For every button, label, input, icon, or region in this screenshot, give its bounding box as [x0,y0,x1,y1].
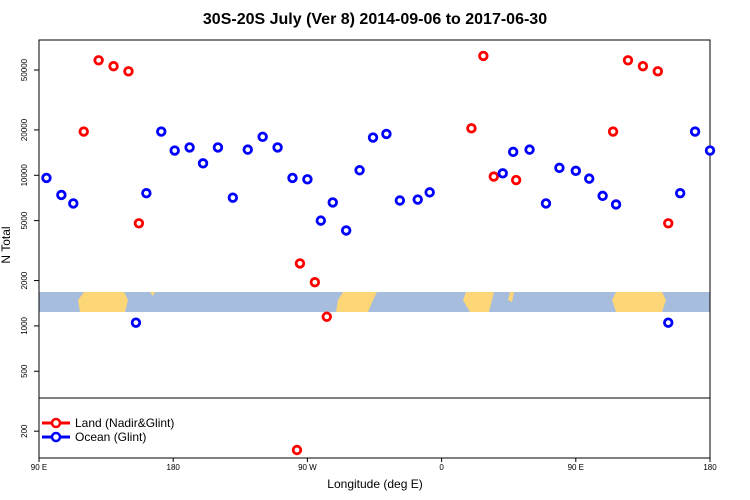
ocean-point [257,131,268,143]
ocean-point [689,126,701,137]
ocean-point [302,174,313,185]
x-tick-label: 90 W [298,463,317,472]
land-mass [508,292,514,302]
ocean-point [41,172,52,184]
ocean-point [340,225,352,236]
ocean-point [354,165,365,176]
ocean-point [169,145,180,156]
ocean-point [184,142,195,153]
y-tick-label: 50000 [20,58,29,81]
y-tick-label: 2000 [20,271,29,289]
ocean-point [597,190,608,202]
ocean-point [524,144,535,155]
land-point [321,311,332,322]
legend-ocean-label: Ocean (Glint) [75,430,146,444]
legend: Land (Nadir&Glint) Ocean (Glint) [42,416,174,444]
ocean-point [554,162,565,174]
land-mass [150,292,155,296]
y-axis: 200 500 1000 2000 5000 10000 20000 50000 [20,58,39,438]
legend-ocean-marker [50,431,62,443]
x-tick-label: 90 E [31,463,47,472]
land-point [294,258,306,269]
land-mass [612,292,666,312]
y-axis-label: N Total [0,226,13,263]
ocean-point [130,317,142,328]
land-mass [463,292,494,312]
plot-frame [38,39,711,459]
ocean-point [497,168,508,179]
land-point [607,126,619,137]
x-tick-label: 180 [703,463,717,472]
ocean-point [381,128,392,140]
land-mass [78,292,128,312]
land-point [510,174,522,186]
land-point [108,60,119,72]
ocean-point [540,198,552,209]
land-point [637,60,649,72]
x-tick-label: 180 [167,463,181,472]
y-tick-label: 500 [20,364,29,378]
ocean-point [412,194,423,205]
ocean-point [287,172,298,184]
ocean-strip [39,292,710,312]
ocean-point [242,144,253,155]
ocean-point [272,142,283,153]
ocean-point [212,142,224,153]
land-point [78,126,89,137]
y-tick-label: 5000 [20,211,29,229]
land-point [622,55,634,66]
land-point [291,444,303,456]
land-point [663,218,674,229]
ocean-point [610,199,622,210]
x-axis-label: Longitude (deg E) [327,477,422,491]
y-tick-label: 200 [20,424,29,438]
ocean-point [507,146,519,158]
map-band [39,292,710,312]
y-tick-label: 20000 [20,118,29,141]
x-tick-label: 90 E [568,463,584,472]
y-tick-label: 10000 [20,164,29,187]
ocean-point [68,198,79,209]
land-point [133,218,145,229]
x-axis: 90 E 180 90 W 0 90 E 180 [31,458,717,472]
land-point [123,66,134,77]
land-point [93,55,104,66]
chart-title: 30S-20S July (Ver 8) 2014-09-06 to 2017-… [203,11,547,28]
land-point [466,123,477,134]
ocean-point [663,317,674,328]
ocean-point [570,165,581,177]
legend-item-land: Land (Nadir&Glint) [42,416,174,430]
land-point [488,171,499,182]
ocean-point [367,132,379,143]
land-mass [336,292,377,312]
ocean-point [584,173,595,184]
legend-land-label: Land (Nadir&Glint) [75,416,174,430]
land-point [652,66,664,77]
y-tick-label: 1000 [20,316,29,334]
land-point [309,277,321,288]
ocean-point [327,197,338,208]
legend-land-marker [50,417,62,429]
ocean-point [227,192,239,203]
ocean-point [141,188,152,199]
ocean-point [394,195,406,206]
data-points [41,50,716,456]
ocean-point [674,188,686,199]
ocean-point [424,187,435,198]
ocean-point [315,215,327,226]
legend-item-ocean: Ocean (Glint) [42,430,146,444]
ocean-point [197,158,209,169]
land-point [478,50,489,62]
ocean-point [156,126,167,137]
ocean-point [704,145,716,156]
x-tick-label: 0 [439,463,444,472]
ocean-point [56,189,67,201]
